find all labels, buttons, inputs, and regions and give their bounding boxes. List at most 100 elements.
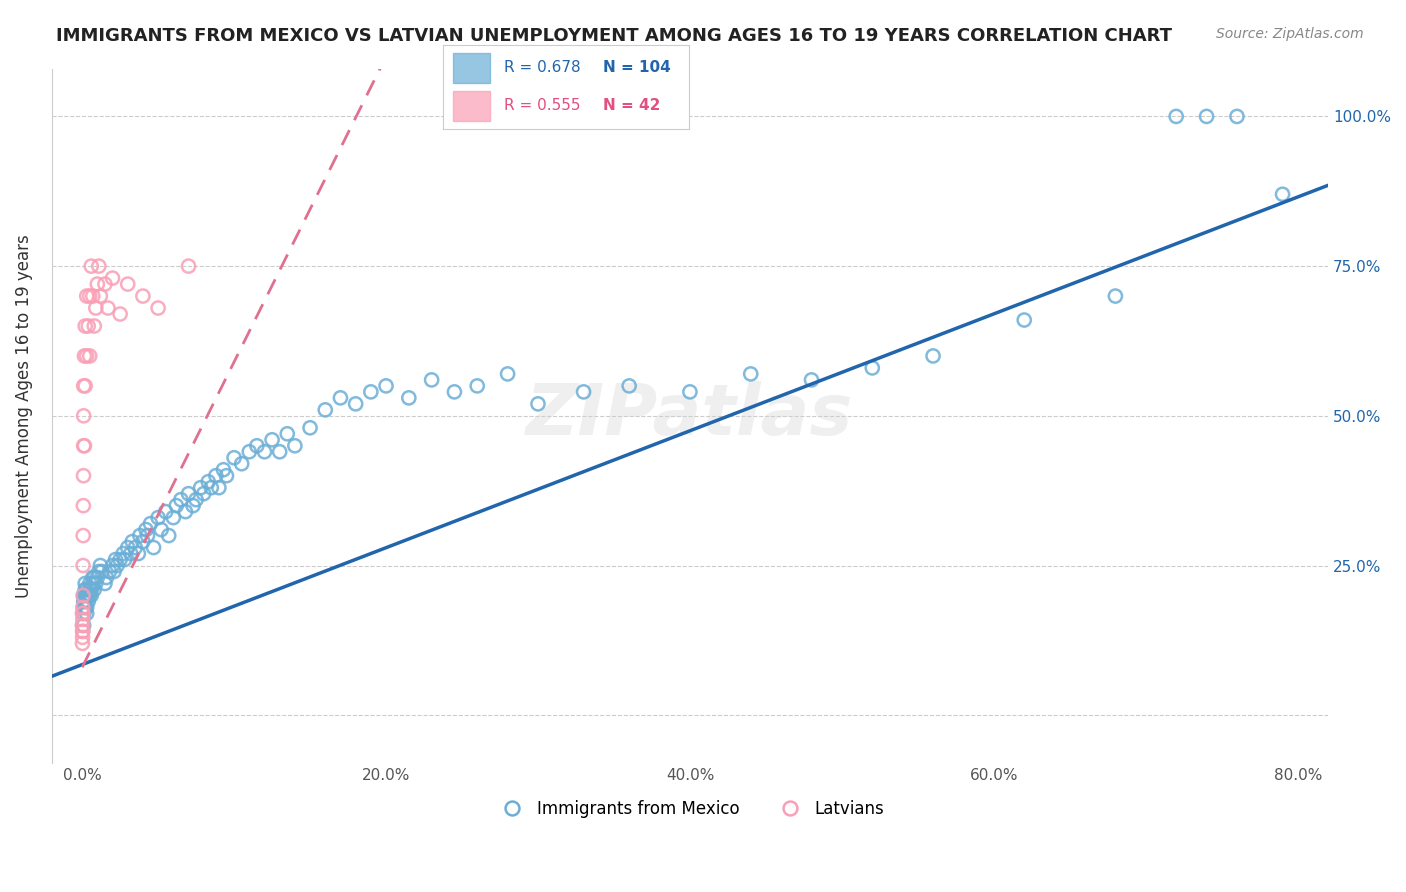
- Point: [360, 384, 382, 399]
- Point: [73, 349, 96, 363]
- Point: [101, 558, 124, 573]
- Point: [120, 547, 142, 561]
- Point: [83, 582, 105, 597]
- Point: [208, 481, 231, 495]
- Point: [75, 600, 97, 615]
- Point: [82, 570, 104, 584]
- Point: [96, 570, 118, 584]
- Text: IMMIGRANTS FROM MEXICO VS LATVIAN UNEMPLOYMENT AMONG AGES 16 TO 19 YEARS CORRELA: IMMIGRANTS FROM MEXICO VS LATVIAN UNEMPL…: [56, 27, 1173, 45]
- Text: N = 104: N = 104: [603, 60, 671, 75]
- Point: [72, 631, 94, 645]
- Point: [246, 439, 269, 453]
- Point: [83, 318, 105, 333]
- Point: [1271, 187, 1294, 202]
- Point: [87, 565, 110, 579]
- Point: [200, 481, 222, 495]
- Point: [299, 421, 322, 435]
- Point: [72, 607, 94, 621]
- Point: [136, 528, 159, 542]
- Point: [98, 565, 121, 579]
- Point: [157, 528, 180, 542]
- Point: [190, 481, 212, 495]
- Point: [76, 289, 98, 303]
- Point: [72, 600, 94, 615]
- Point: [75, 594, 97, 608]
- Point: [177, 259, 200, 273]
- Point: [80, 582, 103, 597]
- Point: [108, 307, 131, 321]
- Point: [72, 528, 94, 542]
- Point: [72, 589, 94, 603]
- Point: [72, 607, 94, 621]
- Y-axis label: Unemployment Among Ages 16 to 19 years: Unemployment Among Ages 16 to 19 years: [15, 234, 32, 598]
- Point: [72, 468, 94, 483]
- Point: [101, 271, 124, 285]
- Point: [89, 558, 111, 573]
- Point: [150, 523, 173, 537]
- Point: [80, 259, 103, 273]
- Point: [86, 570, 108, 584]
- Point: [82, 576, 104, 591]
- Point: [679, 384, 702, 399]
- Point: [146, 301, 169, 315]
- Point: [75, 589, 97, 603]
- Point: [97, 301, 120, 315]
- Text: N = 42: N = 42: [603, 98, 661, 113]
- Point: [117, 277, 139, 291]
- Point: [76, 607, 98, 621]
- Legend: Immigrants from Mexico, Latvians: Immigrants from Mexico, Latvians: [489, 793, 891, 824]
- Point: [84, 576, 107, 591]
- Point: [139, 516, 162, 531]
- Point: [572, 384, 595, 399]
- Point: [162, 510, 184, 524]
- Point: [77, 318, 100, 333]
- Point: [72, 558, 94, 573]
- Point: [76, 582, 98, 597]
- Point: [73, 618, 96, 632]
- Point: [146, 510, 169, 524]
- Point: [72, 624, 94, 639]
- Point: [1166, 110, 1188, 124]
- Text: R = 0.678: R = 0.678: [505, 60, 581, 75]
- Point: [103, 565, 125, 579]
- Point: [1195, 110, 1218, 124]
- Point: [86, 277, 108, 291]
- Point: [73, 379, 96, 393]
- Point: [922, 349, 945, 363]
- Bar: [453, 91, 489, 120]
- Point: [617, 379, 640, 393]
- Point: [73, 607, 96, 621]
- Bar: [453, 54, 489, 83]
- Point: [72, 636, 94, 650]
- Point: [800, 373, 823, 387]
- Point: [127, 547, 149, 561]
- Point: [142, 541, 165, 555]
- Point: [72, 624, 94, 639]
- Point: [73, 594, 96, 608]
- Point: [527, 397, 550, 411]
- Point: [262, 433, 284, 447]
- Point: [117, 541, 139, 555]
- Point: [124, 541, 146, 555]
- Point: [73, 409, 96, 423]
- Point: [83, 570, 105, 584]
- Point: [105, 558, 128, 573]
- Point: [496, 367, 519, 381]
- Point: [238, 444, 260, 458]
- Point: [72, 499, 94, 513]
- Point: [155, 505, 177, 519]
- Point: [75, 576, 97, 591]
- Point: [72, 618, 94, 632]
- Point: [75, 379, 97, 393]
- Point: [197, 475, 219, 489]
- Point: [1104, 289, 1126, 303]
- Point: [79, 582, 101, 597]
- Point: [76, 349, 98, 363]
- Text: ZIPatlas: ZIPatlas: [526, 381, 853, 450]
- Point: [76, 589, 98, 603]
- Point: [73, 439, 96, 453]
- Point: [1226, 110, 1249, 124]
- Point: [177, 486, 200, 500]
- Point: [1012, 313, 1035, 327]
- Point: [253, 444, 276, 458]
